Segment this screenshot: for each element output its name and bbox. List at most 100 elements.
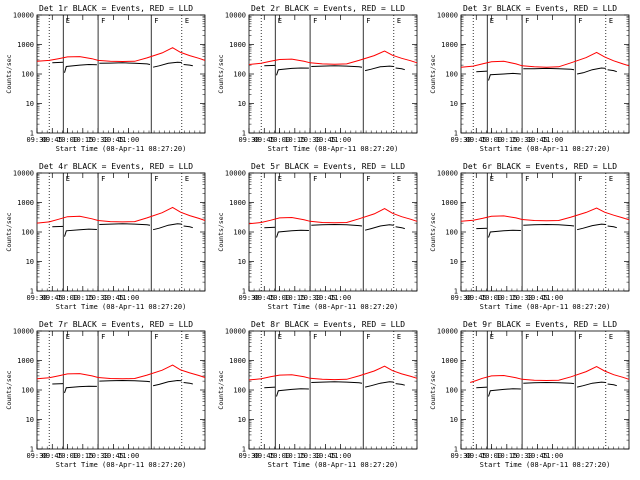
interval-marker: F: [101, 17, 105, 25]
events-series-line: [64, 385, 97, 394]
plot-frame: [248, 14, 418, 134]
events-series-line: [276, 388, 309, 397]
y-tick-label: 10: [450, 100, 458, 108]
x-tick-label: 09:30: [450, 452, 471, 460]
x-tick-label: 10:15: [284, 294, 305, 302]
interval-marker: E: [397, 333, 401, 341]
panel-9: Det 9r BLACK = Events, RED = LLD 1 10 100 10…: [429, 320, 630, 469]
plot-frame: [248, 172, 418, 292]
y-tick-label: 1: [242, 130, 246, 138]
events-series-line: [607, 225, 617, 229]
panel-title: Det 5r BLACK = Events, RED = LLD: [251, 162, 405, 171]
x-axis-label: Start Time (08-Apr-11 08:27:20): [480, 303, 611, 311]
y-tick-label: 10: [450, 258, 458, 266]
panel-title: Det 1r BLACK = Events, RED = LLD: [39, 4, 193, 13]
x-tick-label: 10:30: [512, 452, 533, 460]
lld-series-line: [36, 206, 206, 224]
panel-title: Det 4r BLACK = Events, RED = LLD: [39, 162, 193, 171]
events-series-line: [152, 61, 182, 68]
interval-marker: F: [578, 17, 582, 25]
lld-series-line: [248, 208, 418, 225]
x-tick-label: 11:00: [118, 136, 139, 144]
events-series-line: [264, 386, 276, 389]
interval-marker: E: [66, 333, 70, 341]
interval-marker: F: [154, 175, 158, 183]
x-tick-label: 10:45: [527, 136, 548, 144]
interval-marker: F: [313, 17, 317, 25]
x-tick-label: 10:15: [496, 452, 517, 460]
x-tick-label: 10:15: [496, 294, 517, 302]
plot-frame: [36, 172, 206, 292]
x-tick-label: 10:45: [103, 136, 124, 144]
y-axis-label: Counts/sec: [217, 54, 225, 93]
interval-marker: F: [313, 333, 317, 341]
x-tick-label: 10:45: [103, 294, 124, 302]
x-tick-label: 10:30: [88, 452, 109, 460]
plot-frame: [460, 172, 630, 292]
x-tick-label: 09:45: [42, 294, 63, 302]
lld-series-line: [36, 364, 206, 380]
x-tick-label: 10:30: [300, 452, 321, 460]
y-tick-label: 1: [242, 288, 246, 296]
x-tick-label: 10:00: [481, 136, 502, 144]
interval-marker: E: [609, 17, 613, 25]
x-axis-label: Start Time (08-Apr-11 08:27:20): [480, 461, 611, 469]
y-tick-label: 10000: [13, 12, 34, 20]
x-axis-label: Start Time (08-Apr-11 08:27:20): [268, 461, 399, 469]
interval-marker: E: [609, 333, 613, 341]
y-tick-label: 1: [30, 288, 34, 296]
x-axis-label: Start Time (08-Apr-11 08:27:20): [56, 145, 187, 153]
events-series-line: [311, 65, 363, 68]
interval-marker: E: [185, 175, 189, 183]
plot-frame: [460, 14, 630, 134]
events-series-line: [183, 64, 193, 67]
y-tick-label: 10000: [225, 328, 246, 336]
y-tick-label: 100: [233, 387, 246, 395]
panel-title: Det 9r BLACK = Events, RED = LLD: [463, 320, 617, 329]
events-series-line: [99, 379, 151, 383]
x-tick-label: 10:45: [315, 452, 336, 460]
x-tick-label: 10:30: [88, 136, 109, 144]
interval-marker: F: [578, 333, 582, 341]
panel-6: Det 6r BLACK = Events, RED = LLD 1 10 100 10…: [429, 162, 630, 311]
y-tick-label: 1000: [441, 199, 458, 207]
y-tick-label: 100: [21, 387, 34, 395]
x-tick-label: 09:45: [254, 294, 275, 302]
events-series-line: [64, 228, 97, 237]
x-tick-label: 10:00: [269, 294, 290, 302]
x-tick-label: 09:45: [42, 452, 63, 460]
lld-series-line: [470, 366, 630, 383]
y-tick-label: 100: [21, 229, 34, 237]
events-series-line: [488, 388, 521, 397]
lld-series-line: [460, 51, 630, 68]
events-series-line: [99, 223, 151, 226]
interval-marker: E: [609, 175, 613, 183]
events-series-line: [607, 383, 617, 387]
y-tick-label: 1: [30, 130, 34, 138]
y-tick-label: 1000: [229, 199, 246, 207]
x-tick-label: 11:00: [542, 136, 563, 144]
interval-marker: F: [366, 17, 370, 25]
events-series-line: [152, 379, 182, 387]
x-tick-label: 10:00: [57, 136, 78, 144]
x-tick-label: 11:00: [542, 452, 563, 460]
events-series-line: [183, 382, 193, 385]
interval-marker: E: [490, 333, 494, 341]
events-series-line: [476, 70, 488, 73]
y-tick-label: 10000: [437, 170, 458, 178]
x-tick-label: 10:30: [88, 294, 109, 302]
events-series-line: [607, 69, 617, 73]
x-tick-label: 10:00: [57, 294, 78, 302]
x-tick-label: 09:45: [466, 452, 487, 460]
x-tick-label: 10:00: [57, 452, 78, 460]
events-series-line: [395, 226, 405, 230]
interval-marker: E: [490, 17, 494, 25]
plot-frame: [460, 330, 630, 450]
x-axis-label: Start Time (08-Apr-11 08:27:20): [56, 303, 187, 311]
plot-frame: [36, 14, 206, 134]
events-series-line: [64, 63, 97, 73]
x-tick-label: 09:30: [238, 136, 259, 144]
events-series-line: [152, 223, 182, 231]
events-series-line: [183, 225, 193, 229]
y-tick-label: 1000: [229, 41, 246, 49]
